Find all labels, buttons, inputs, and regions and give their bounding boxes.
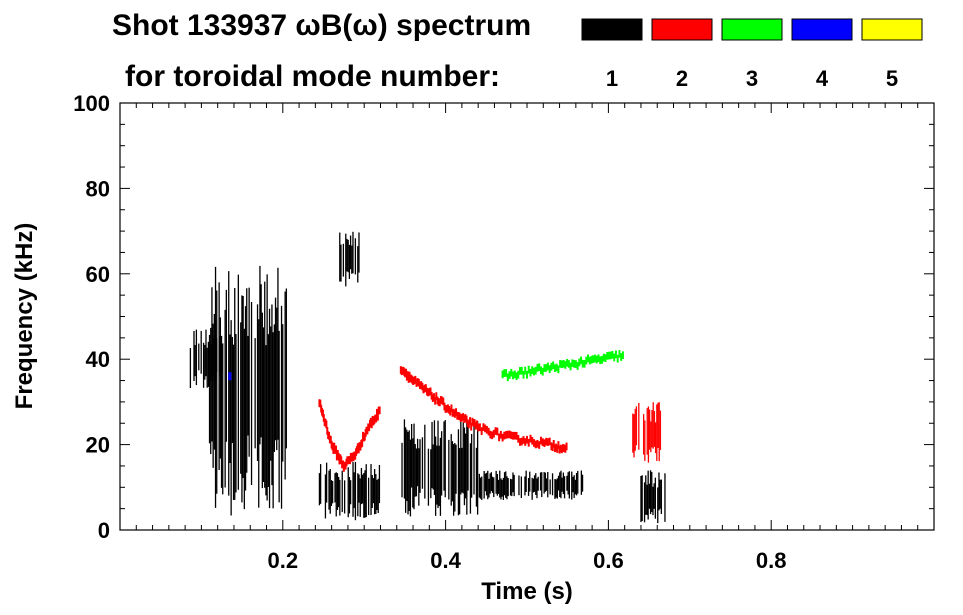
y-tick-label: 20 bbox=[86, 433, 110, 458]
mode-4-point-0 bbox=[228, 372, 232, 381]
mode-2-curve-1 bbox=[399, 366, 568, 454]
mode-2-region-0 bbox=[632, 402, 662, 463]
y-tick-label: 40 bbox=[86, 347, 110, 372]
y-axis: 0 20 40 60 80 100 bbox=[73, 91, 934, 543]
mode-1-region-3 bbox=[339, 231, 360, 287]
mode-1-region-1 bbox=[208, 265, 287, 516]
y-tick-label: 60 bbox=[86, 262, 110, 287]
legend-swatch-1 bbox=[581, 18, 643, 41]
chart-title-line1: Shot 133937 ωB(ω) spectrum bbox=[112, 9, 531, 42]
legend-swatch-4 bbox=[791, 18, 853, 41]
mode-1-region-4 bbox=[401, 419, 479, 517]
legend-label-1: 1 bbox=[606, 66, 618, 91]
legend-label-2: 2 bbox=[676, 66, 688, 91]
mode-1-region-5 bbox=[478, 470, 584, 500]
x-axis-title: Time (s) bbox=[481, 578, 573, 605]
y-tick-label: 80 bbox=[86, 176, 110, 201]
y-tick-label: 100 bbox=[73, 91, 110, 116]
legend-label-3: 3 bbox=[746, 66, 758, 91]
mode-1-region-2 bbox=[318, 461, 381, 521]
mode-number-legend: 1 2 3 4 5 bbox=[581, 18, 923, 91]
legend-swatch-3 bbox=[721, 18, 783, 41]
legend-label-4: 4 bbox=[816, 66, 829, 91]
x-tick-label: 0.8 bbox=[756, 548, 787, 573]
mode-3-curve-0 bbox=[501, 350, 624, 382]
legend-swatch-5 bbox=[861, 18, 923, 41]
x-axis: 0.2 0.4 0.6 0.8 bbox=[135, 103, 919, 573]
x-tick-label: 0.2 bbox=[268, 548, 299, 573]
mode-1-region-6 bbox=[640, 470, 666, 524]
mode-2-curve-0 bbox=[318, 399, 381, 472]
spectrum-marks bbox=[189, 231, 666, 524]
y-axis-title: Frequency (kHz) bbox=[11, 223, 38, 410]
legend-swatch-2 bbox=[651, 18, 713, 41]
chart-title-line2: for toroidal mode number: bbox=[125, 60, 500, 93]
legend-label-5: 5 bbox=[886, 66, 898, 91]
x-tick-label: 0.4 bbox=[430, 548, 461, 573]
x-tick-label: 0.6 bbox=[593, 548, 624, 573]
y-tick-label: 0 bbox=[98, 518, 110, 543]
